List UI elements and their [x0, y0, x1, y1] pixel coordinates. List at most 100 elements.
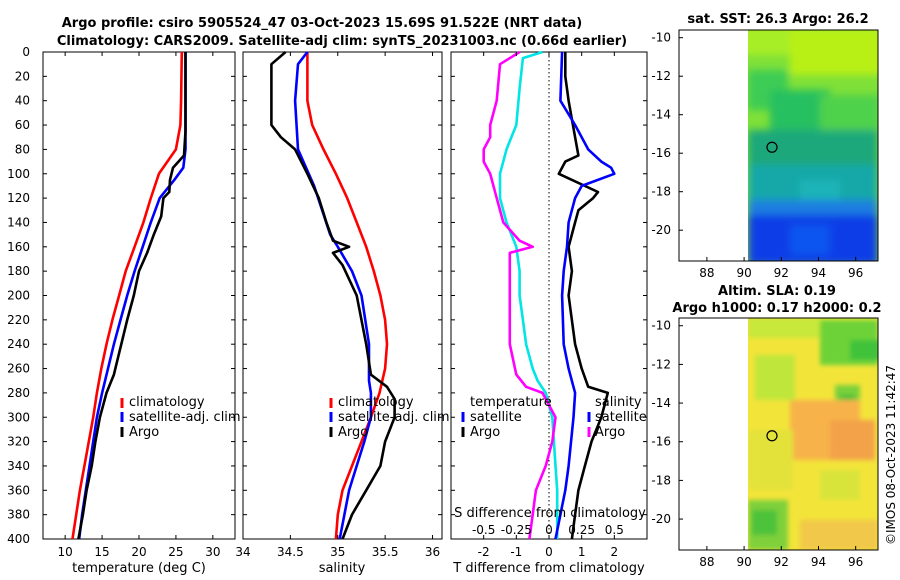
sst-map-frame: [678, 29, 879, 262]
map-lon-tick-label: 94: [811, 555, 826, 569]
x-tick-label: 35.5: [372, 545, 399, 559]
map-lat-tick-label: -18: [651, 185, 671, 199]
sst-argo-location-marker: [766, 141, 778, 153]
map-lat-tick-label: -20: [651, 512, 671, 526]
x-tick-label: -2: [478, 545, 490, 559]
x-tick-label: 1: [578, 545, 586, 559]
map-lon-tick-label: 96: [848, 555, 863, 569]
depth-tick-label: 120: [7, 191, 30, 205]
depth-tick-label: 400: [7, 532, 30, 546]
series-line-salinity-satellite: [554, 51, 616, 540]
depth-tick-label: 380: [7, 508, 30, 522]
difference-legend-sal: salinity satellite Argo: [587, 395, 647, 440]
x-tick-label: 20: [131, 545, 146, 559]
copyright-stamp: ©IMOS 08-Oct-2023 11:42:47: [884, 365, 898, 545]
map-lon-tick-label: 90: [736, 555, 751, 569]
x-tick-label: 34.5: [277, 545, 304, 559]
sst-map-title: sat. SST: 26.3 Argo: 26.2: [687, 12, 868, 27]
salinity-legend: climatology satellite-adj. clim Argo: [329, 395, 450, 440]
legend-argo-label: Argo: [338, 425, 368, 440]
depth-tick-label: 140: [7, 215, 30, 229]
temperature-diff-xlabel: T difference from climatology: [452, 561, 645, 576]
depth-tick-label: 100: [7, 167, 30, 181]
depth-tick-label: 200: [7, 289, 30, 303]
legend-satellite-label: satellite-adj. clim: [129, 410, 241, 425]
legend-salinity-heading: salinity: [595, 395, 642, 410]
x-tick-label: 34: [235, 545, 250, 559]
salinity-diff-tick-label: 0.5: [605, 523, 624, 537]
temperature-xlabel: temperature (deg C): [72, 561, 206, 576]
x-tick-label: 2: [611, 545, 619, 559]
series-line-climatology: [306, 52, 389, 540]
x-tick-label: 35: [330, 545, 345, 559]
legend-climatology-label: climatology: [129, 395, 205, 410]
map-lat-tick-label: -10: [651, 31, 671, 45]
salinity-diff-tick-label: 0.25: [568, 523, 595, 537]
sla-map-title-line-1: Altim. SLA: 0.19: [718, 284, 836, 299]
depth-tick-label: 240: [7, 337, 30, 351]
temperature-legend: climatology satellite-adj. clim Argo: [120, 395, 241, 440]
x-tick-label: 25: [168, 545, 183, 559]
series-line-salinity-argo: [482, 50, 557, 540]
x-tick-label: 0: [545, 545, 553, 559]
x-tick-label: 30: [205, 545, 220, 559]
salinity-diff-tick-label: -0.25: [501, 523, 532, 537]
x-tick-label: 15: [94, 545, 109, 559]
salinity-panel: 34 34.5 35 35.5 36 salinity climatology sate…: [235, 51, 450, 576]
series-line-temperature-argo: [557, 52, 610, 540]
legend-argo-label: Argo: [129, 425, 159, 440]
depth-tick-label: 0: [22, 45, 30, 59]
series-line-satellite-adj-clim: [77, 52, 187, 540]
x-tick-label: -1: [510, 545, 522, 559]
legend-sal-argo-label: Argo: [595, 425, 625, 440]
depth-tick-label: 180: [7, 264, 30, 278]
map-lat-tick-label: -10: [651, 319, 671, 333]
map-lon-tick-label: 92: [774, 555, 789, 569]
depth-tick-label: 340: [7, 459, 30, 473]
temperature-panel: 10 15 20 25 30 temperature (deg C) climatolo…: [42, 51, 241, 576]
map-lon-tick-label: 94: [811, 266, 826, 280]
series-line-temperature-satellite: [498, 50, 559, 539]
salinity-diff-tick-label: 0: [545, 523, 553, 537]
x-tick-label: 10: [58, 545, 73, 559]
map-lat-tick-label: -14: [651, 108, 671, 122]
sla-heatmap: [748, 318, 878, 550]
map-lon-tick-label: 88: [699, 266, 714, 280]
salinity-diff-tick-label: -0.5: [472, 523, 495, 537]
depth-tick-label: 20: [15, 69, 30, 83]
legend-temp-satellite-label: satellite: [470, 410, 522, 425]
map-lat-tick-label: -16: [651, 435, 671, 449]
sla-argo-location-marker: [766, 430, 778, 442]
series-line-argo: [270, 51, 396, 540]
title-line-1: Argo profile: csiro 5905524_47 03-Oct-20…: [62, 16, 583, 31]
sla-map: Altim. SLA: 0.19 Argo h1000: 0.17 h2000:…: [651, 284, 881, 569]
map-lon-tick-label: 92: [774, 266, 789, 280]
map-lat-tick-label: -14: [651, 396, 671, 410]
difference-legend-temp: temperature satellite Argo: [461, 395, 552, 440]
temperature-axes-box: [42, 51, 236, 540]
sst-heatmap: [748, 30, 878, 261]
depth-tick-label: 60: [15, 118, 30, 132]
legend-temperature-heading: temperature: [470, 395, 552, 410]
depth-tick-label: 220: [7, 313, 30, 327]
depth-tick-label: 300: [7, 410, 30, 424]
depth-tick-label: 160: [7, 240, 30, 254]
title-line-2: Climatology: CARS2009. Satellite-adj cli…: [57, 34, 627, 49]
map-lat-tick-label: -12: [651, 357, 671, 371]
map-lon-tick-label: 96: [848, 266, 863, 280]
map-lon-tick-label: 88: [699, 555, 714, 569]
sst-map: sat. SST: 26.3 Argo: 26.2 88 90 92 94 96 -10 -…: [651, 12, 879, 280]
map-lat-tick-label: -16: [651, 146, 671, 160]
map-lat-tick-label: -18: [651, 473, 671, 487]
difference-panel: -2 -1 0 1 2 -0.5 -0.25 0 0.25 0.5 S difference f…: [450, 50, 648, 576]
legend-temp-argo-label: Argo: [470, 425, 500, 440]
x-tick-label: 36: [425, 545, 440, 559]
series-line-climatology: [71, 51, 184, 540]
map-lat-tick-label: -20: [651, 223, 671, 237]
depth-axis: 0 20 40 60 80 100 120 140 160 180 200 220 240 260 280 3…: [7, 45, 30, 546]
depth-tick-label: 280: [7, 386, 30, 400]
salinity-diff-xlabel: S difference from climatology: [454, 506, 646, 521]
legend-satellite-label: satellite-adj. clim: [338, 410, 450, 425]
depth-tick-label: 260: [7, 362, 30, 376]
map-lon-tick-label: 90: [736, 266, 751, 280]
